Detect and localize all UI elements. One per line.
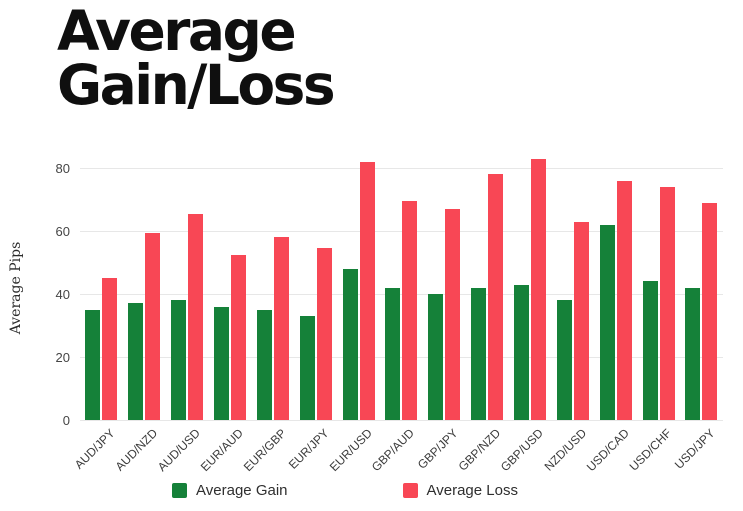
legend-item-average-loss: Average Loss	[402, 482, 518, 499]
y-tick-label-20: 20	[55, 350, 70, 365]
loss-bar-gbp-aud	[402, 201, 418, 420]
plot-area: 0 20 40 60 80	[56, 154, 723, 428]
gain-bar-eur-usd	[342, 269, 358, 420]
legend-label: Average Loss	[426, 482, 518, 499]
gridline-0	[80, 420, 723, 421]
gain-bar-aud-nzd	[128, 303, 144, 420]
x-tick-label-eur-aud: EUR/AUD	[197, 426, 246, 475]
loss-bar-nzd-usd	[573, 222, 589, 420]
bar-group-aud-usd	[166, 214, 209, 420]
x-tick-label-gbp-jpy: GBP/JPY	[414, 426, 461, 472]
y-tick-label-40: 40	[55, 287, 70, 302]
loss-bar-usd-chf	[659, 187, 675, 420]
legend-swatch-icon	[172, 483, 188, 498]
gridline-60	[80, 231, 723, 232]
gain-bar-aud-jpy	[85, 310, 101, 420]
gain-bar-gbp-nzd	[471, 288, 487, 420]
x-tick-label-eur-usd: EUR/USD	[326, 426, 375, 475]
gain-bar-nzd-usd	[556, 300, 572, 420]
y-tick-label-80: 80	[55, 161, 70, 176]
x-tick-label-gbp-nzd: GBP/NZD	[455, 426, 504, 474]
bar-group-aud-jpy	[80, 278, 123, 420]
bar-group-usd-jpy	[680, 203, 723, 420]
x-tick-label-usd-jpy: USD/JPY	[671, 426, 718, 472]
gain-bar-gbp-jpy	[428, 294, 444, 420]
loss-bar-aud-nzd	[145, 233, 161, 420]
x-tick-label-aud-jpy: AUD/JPY	[71, 426, 118, 472]
x-tick-label-eur-jpy: EUR/JPY	[285, 426, 332, 472]
loss-bar-gbp-nzd	[488, 174, 504, 420]
bar-group-eur-gbp	[251, 237, 294, 420]
gridline-20	[80, 357, 723, 358]
bar-group-usd-cad	[594, 181, 637, 420]
bar-group-gbp-aud	[380, 201, 423, 420]
gain-bar-aud-usd	[171, 300, 187, 420]
bar-group-eur-aud	[209, 255, 252, 420]
gridline-80	[80, 168, 723, 169]
gain-bar-gbp-usd	[514, 285, 530, 420]
x-tick-label-usd-cad: USD/CAD	[583, 426, 632, 475]
x-tick-label-nzd-usd: NZD/USD	[541, 426, 589, 474]
legend: Average Gain Average Loss	[0, 482, 690, 499]
loss-bar-usd-cad	[616, 181, 632, 420]
x-tick-label-gbp-aud: GBP/AUD	[369, 426, 418, 475]
legend-swatch-icon	[402, 483, 418, 498]
bar-group-aud-nzd	[123, 233, 166, 420]
loss-bar-eur-gbp	[273, 237, 289, 420]
x-tick-label-usd-chf: USD/CHF	[626, 426, 675, 474]
loss-bar-eur-usd	[359, 162, 375, 420]
bar-group-usd-chf	[637, 187, 680, 420]
legend-label: Average Gain	[196, 482, 288, 499]
bar-group-gbp-nzd	[466, 174, 509, 420]
bar-group-eur-jpy	[294, 248, 337, 420]
gain-bar-eur-gbp	[256, 310, 272, 420]
loss-bar-usd-jpy	[702, 203, 718, 420]
x-tick-label-gbp-usd: GBP/USD	[497, 426, 546, 475]
gain-bar-eur-jpy	[299, 316, 315, 420]
loss-bar-gbp-usd	[531, 159, 547, 420]
loss-bar-aud-jpy	[102, 278, 118, 420]
bar-group-eur-usd	[337, 162, 380, 420]
bar-group-gbp-jpy	[423, 209, 466, 420]
loss-bar-eur-aud	[231, 255, 246, 420]
y-tick-label-60: 60	[55, 224, 70, 239]
gridline-40	[80, 294, 723, 295]
y-tick-label-0: 0	[62, 413, 70, 428]
x-tick-label-aud-nzd: AUD/NZD	[112, 426, 161, 474]
x-tick-label-aud-usd: AUD/USD	[154, 426, 204, 475]
bar-group-gbp-usd	[509, 159, 552, 420]
legend-item-average-gain: Average Gain	[172, 482, 288, 499]
gain-bar-usd-jpy	[685, 288, 701, 420]
gain-bar-eur-aud	[214, 307, 229, 420]
gain-bar-gbp-aud	[385, 288, 401, 420]
gain-bar-usd-cad	[599, 225, 615, 420]
x-axis-labels: AUD/JPY AUD/NZD AUD/USD EUR/AUD EUR/GBP EUR/J…	[72, 424, 723, 480]
loss-bar-aud-usd	[188, 214, 204, 420]
x-tick-label-eur-gbp: EUR/GBP	[240, 426, 289, 475]
chart-title: Average Gain/Loss	[57, 0, 336, 118]
gain-bar-usd-chf	[642, 281, 658, 420]
loss-bar-gbp-jpy	[445, 209, 461, 420]
loss-bar-eur-jpy	[316, 248, 332, 420]
bar-group-nzd-usd	[551, 222, 594, 420]
bar-series-container	[80, 154, 723, 420]
